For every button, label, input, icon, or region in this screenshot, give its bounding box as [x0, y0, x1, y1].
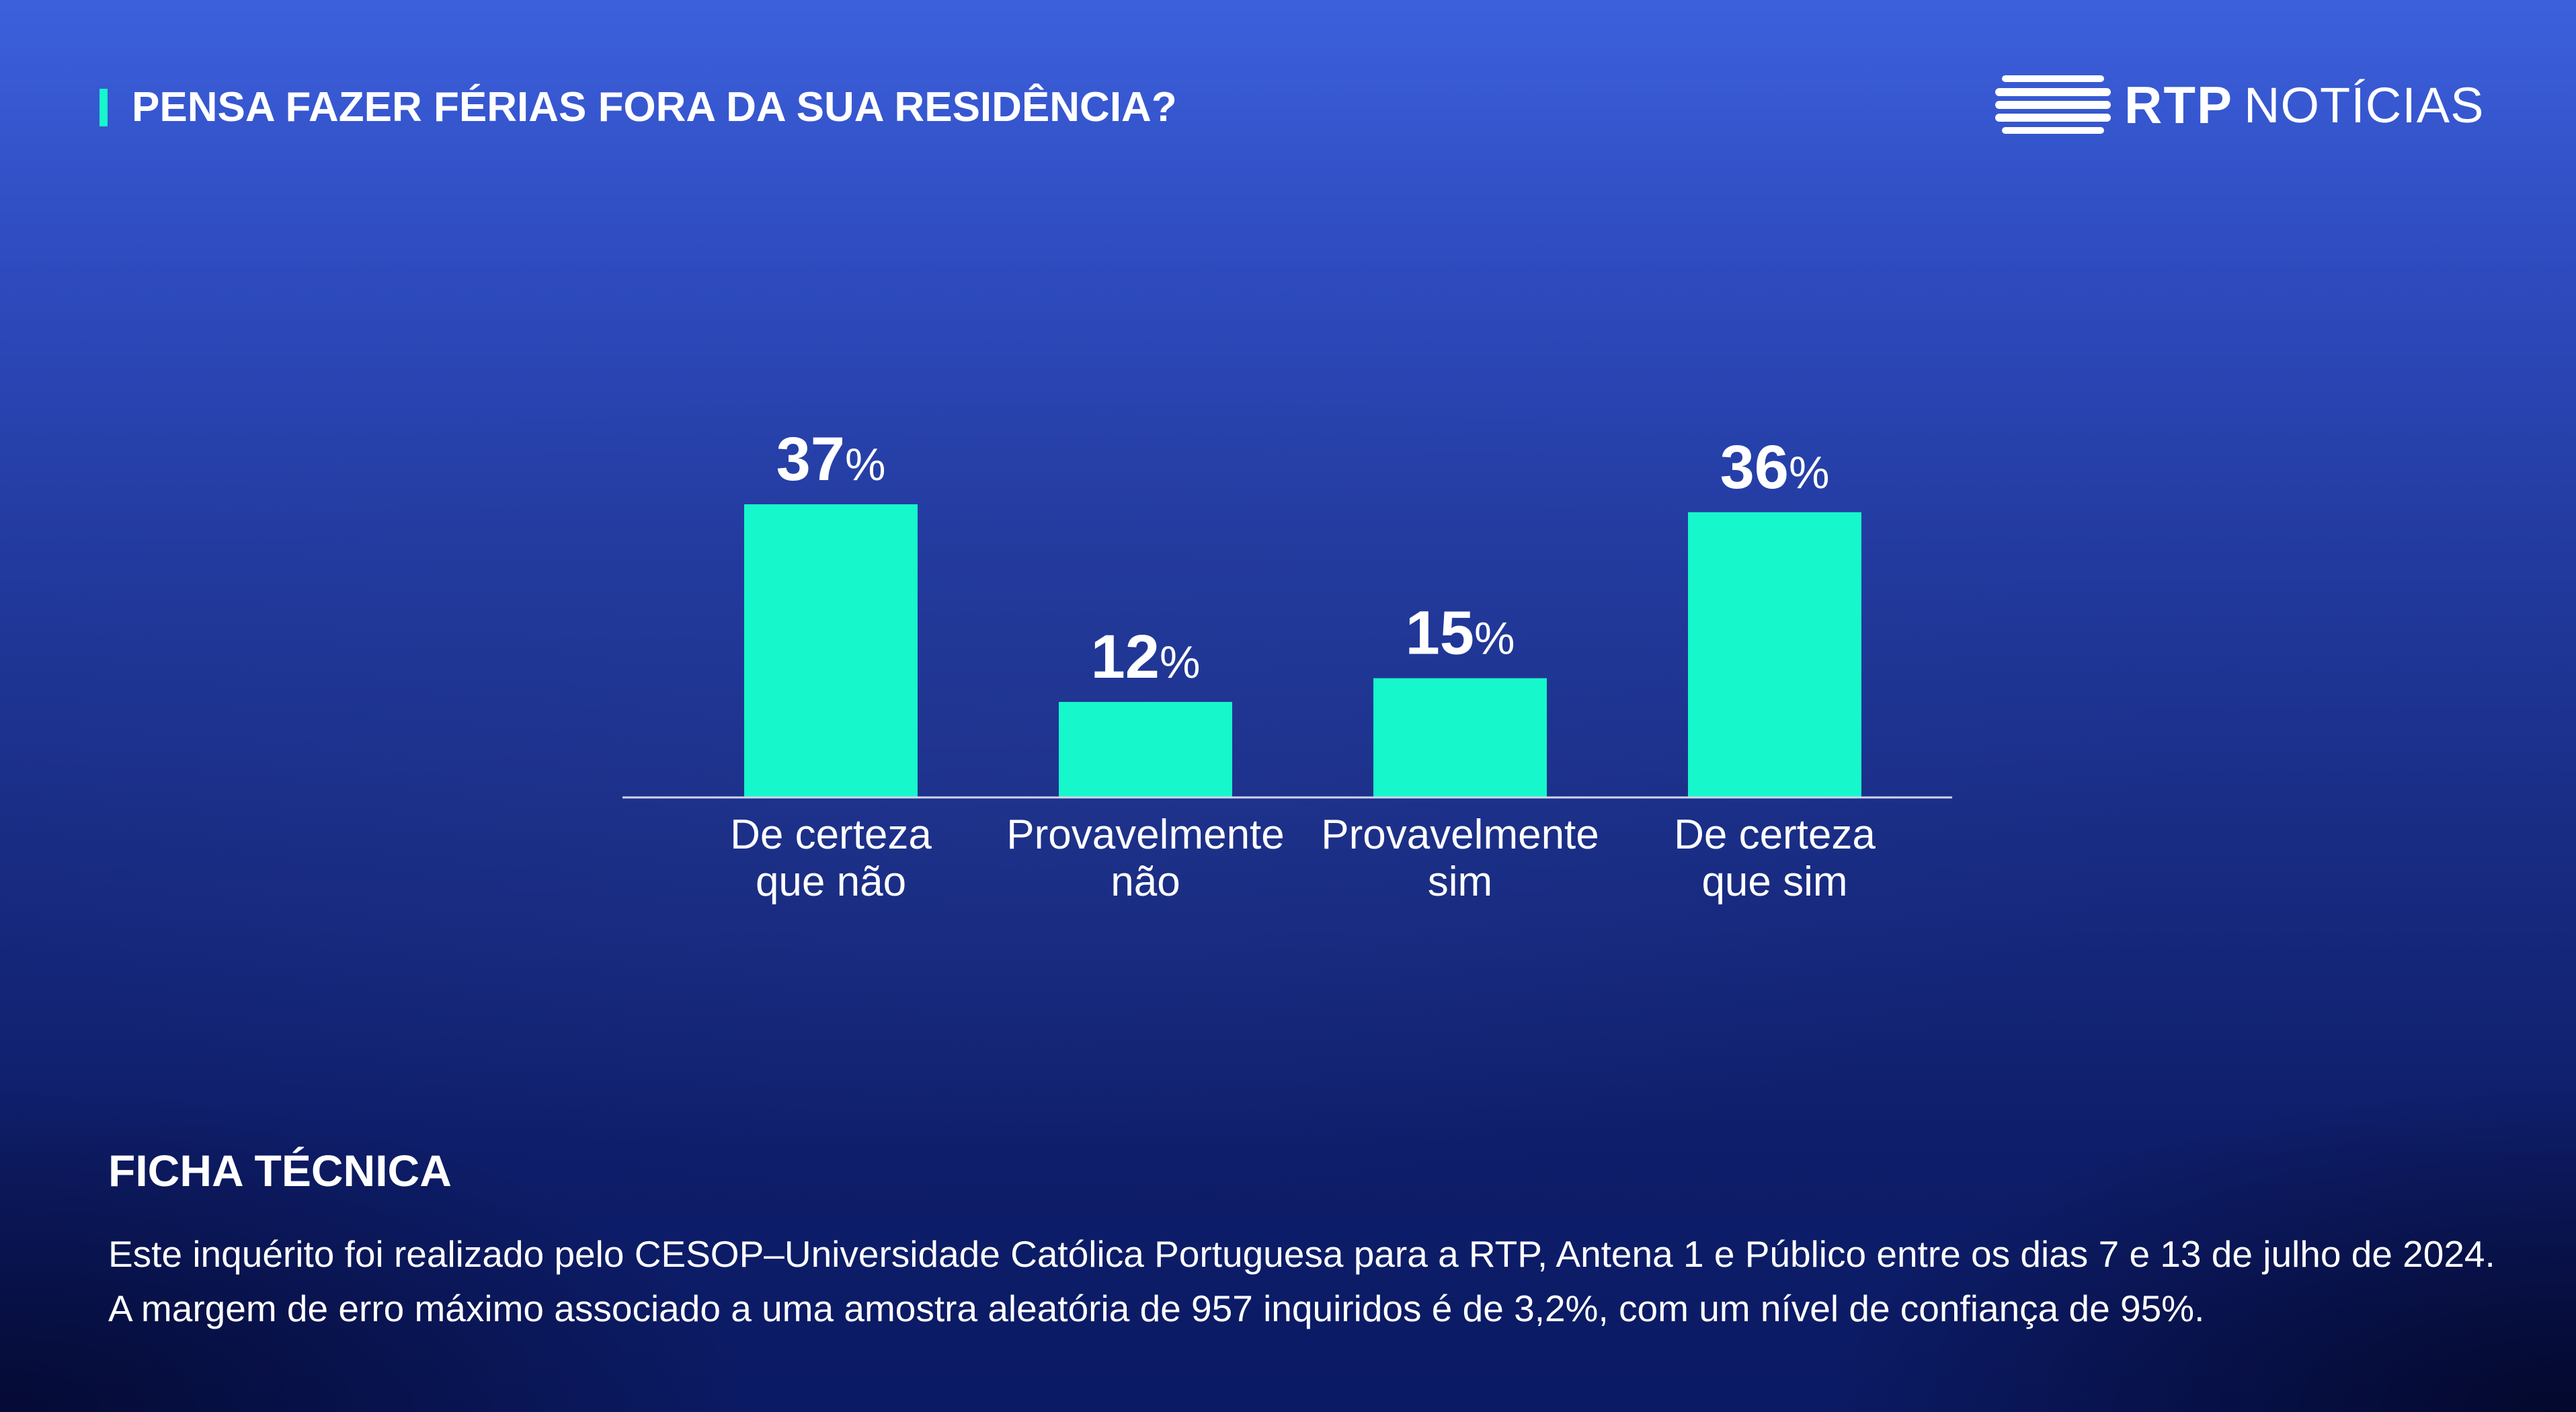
category-label: De certeza — [1674, 812, 1876, 858]
rtp-noticias-logo: RTP NOTÍCIAS — [1995, 73, 2484, 137]
category-label: Provavelmente — [1321, 812, 1599, 858]
data-label: 12% — [1091, 623, 1201, 691]
category-label: sim — [1428, 859, 1492, 905]
category-label: que não — [756, 859, 906, 905]
data-label: 36% — [1720, 433, 1830, 502]
category-label: Provavelmente — [1006, 812, 1285, 858]
bar — [1688, 512, 1861, 797]
rtp-stripes-icon — [1995, 75, 2111, 134]
title-accent-bar — [99, 89, 108, 126]
logo-brand: RTP — [2124, 75, 2233, 134]
page-title: PENSA FAZER FÉRIAS FORA DA SUA RESIDÊNCI… — [132, 84, 1177, 130]
bar — [1059, 701, 1232, 797]
category-label: que sim — [1701, 859, 1847, 905]
data-label: 37% — [776, 425, 886, 494]
ficha-tecnica-title: FICHA TÉCNICA — [108, 1146, 452, 1195]
category-label: De certeza — [730, 812, 932, 858]
ficha-tecnica-body: Este inquérito foi realizado pelo CESOP–… — [108, 1233, 2495, 1329]
bar — [1373, 678, 1547, 797]
data-label: 15% — [1406, 599, 1515, 668]
category-label: não — [1111, 859, 1180, 905]
logo-section: NOTÍCIAS — [2244, 77, 2485, 133]
bar — [744, 504, 918, 797]
